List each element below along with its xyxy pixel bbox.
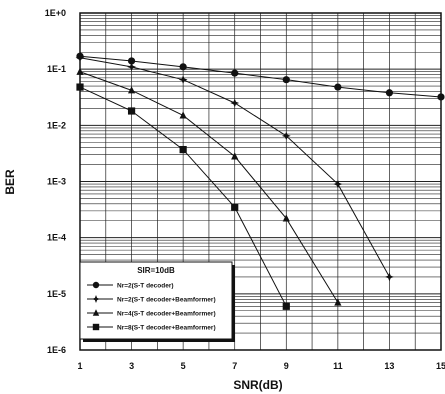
x-axis-label: SNR(dB) bbox=[233, 378, 282, 392]
data-point bbox=[334, 83, 342, 91]
data-point bbox=[75, 53, 85, 63]
data-point bbox=[92, 309, 100, 316]
data-point bbox=[231, 69, 239, 77]
data-point bbox=[179, 63, 187, 71]
series bbox=[76, 52, 445, 101]
x-tick-label: 13 bbox=[384, 361, 394, 371]
data-point bbox=[385, 89, 394, 97]
y-tick-label: 1E+0 bbox=[45, 8, 66, 18]
legend-item: Nr=8(S-T decoder+Beamformer) bbox=[87, 323, 216, 331]
data-point bbox=[282, 214, 290, 222]
data-point bbox=[437, 93, 445, 101]
legend-title: SIR=10dB bbox=[137, 266, 175, 275]
data-point bbox=[231, 203, 239, 211]
data-point bbox=[281, 131, 291, 141]
x-tick-labels: 1 3 5 7 9 11 13 15 bbox=[77, 361, 445, 371]
series bbox=[76, 83, 290, 310]
legend-box bbox=[79, 261, 233, 340]
legend-label: Nr=8(S-T decoder+Beamformer) bbox=[117, 324, 216, 331]
data-point bbox=[179, 145, 187, 154]
legend-item: Nr=4(S-T decoder+Beamformer) bbox=[87, 309, 216, 317]
x-tick-label: 15 bbox=[436, 361, 445, 371]
legend: SIR=10dB Nr=2(S-T decoder) Nr=2(S-T decode… bbox=[79, 261, 235, 342]
series-line bbox=[79, 55, 442, 98]
series-group bbox=[75, 52, 445, 310]
series-line bbox=[79, 71, 339, 303]
legend-label: Nr=2(S-T decoder+Beamformer) bbox=[117, 296, 216, 303]
data-point bbox=[282, 302, 290, 310]
data-point bbox=[76, 83, 84, 91]
data-point bbox=[333, 179, 343, 189]
data-point bbox=[92, 323, 100, 331]
data-point bbox=[231, 152, 239, 160]
x-tick-label: 9 bbox=[284, 361, 289, 371]
legend-item: Nr=2(S-T decoder) bbox=[87, 281, 174, 289]
data-point bbox=[127, 86, 136, 94]
y-tick-label: 1E-1 bbox=[47, 64, 66, 74]
data-point bbox=[230, 98, 240, 108]
y-tick-label: 1E-6 bbox=[47, 345, 66, 355]
data-point bbox=[385, 272, 394, 282]
data-point bbox=[92, 295, 100, 303]
data-point bbox=[76, 67, 84, 75]
y-tick-label: 1E-4 bbox=[47, 233, 66, 243]
y-axis-label: BER bbox=[3, 169, 17, 195]
data-point bbox=[178, 75, 188, 85]
data-point bbox=[127, 107, 136, 115]
y-tick-label: 1E-2 bbox=[47, 120, 66, 130]
legend-label: Nr=2(S-T decoder) bbox=[117, 282, 174, 289]
x-tick-label: 1 bbox=[77, 361, 82, 371]
x-tick-label: 5 bbox=[181, 361, 186, 371]
x-tick-label: 11 bbox=[333, 361, 343, 371]
y-tick-label: 1E-5 bbox=[47, 289, 66, 299]
data-point bbox=[179, 111, 187, 119]
data-point bbox=[92, 281, 100, 289]
y-tick-labels: 1E+0 1E-1 1E-2 1E-3 1E-4 1E-5 1E-6 bbox=[45, 8, 66, 355]
data-point bbox=[282, 76, 290, 84]
y-tick-label: 1E-3 bbox=[47, 177, 66, 187]
legend-item: Nr=2(S-T decoder+Beamformer) bbox=[87, 295, 216, 303]
plot-frame bbox=[79, 12, 442, 351]
series bbox=[76, 67, 342, 306]
x-tick-label: 7 bbox=[232, 361, 237, 371]
data-point bbox=[334, 298, 342, 306]
data-point bbox=[127, 62, 136, 72]
x-tick-label: 3 bbox=[129, 361, 134, 371]
series bbox=[75, 53, 394, 282]
data-point bbox=[127, 57, 136, 65]
legend-label: Nr=4(S-T decoder+Beamformer) bbox=[117, 310, 216, 317]
